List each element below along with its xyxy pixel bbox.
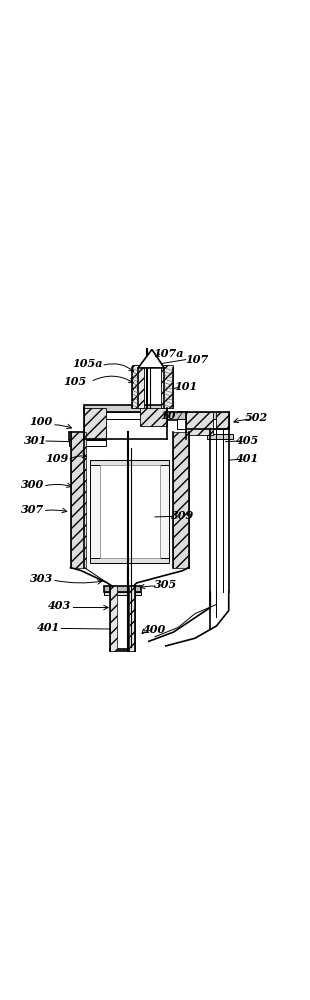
- FancyArrowPatch shape: [234, 418, 249, 423]
- Text: 107a: 107a: [153, 348, 184, 359]
- FancyArrowPatch shape: [46, 483, 71, 487]
- Bar: [84, 405, 167, 412]
- Text: 301: 301: [24, 435, 47, 446]
- Bar: [91, 558, 169, 563]
- FancyArrowPatch shape: [70, 453, 87, 459]
- Text: 105: 105: [64, 376, 87, 387]
- Text: 300: 300: [20, 479, 44, 490]
- Text: 502: 502: [245, 412, 268, 423]
- Bar: [91, 460, 100, 561]
- Text: 105a: 105a: [72, 358, 103, 369]
- Bar: [161, 365, 173, 408]
- Text: 100: 100: [30, 416, 53, 427]
- Bar: [84, 408, 106, 439]
- Bar: [110, 586, 117, 651]
- Bar: [110, 649, 135, 651]
- Text: 107: 107: [185, 354, 208, 365]
- Bar: [104, 586, 141, 592]
- FancyArrowPatch shape: [104, 364, 134, 371]
- Bar: [129, 586, 135, 651]
- Bar: [91, 460, 169, 465]
- FancyArrowPatch shape: [142, 629, 147, 634]
- Text: 101: 101: [174, 381, 197, 392]
- FancyArrowPatch shape: [55, 580, 102, 584]
- Bar: [176, 419, 226, 429]
- Bar: [216, 412, 229, 428]
- Text: 405: 405: [236, 435, 259, 446]
- Bar: [100, 465, 160, 558]
- FancyArrowPatch shape: [93, 376, 133, 383]
- Bar: [132, 365, 144, 408]
- Bar: [160, 460, 169, 561]
- Bar: [207, 434, 233, 439]
- Bar: [186, 412, 213, 435]
- Text: 403: 403: [48, 600, 71, 611]
- FancyArrowPatch shape: [46, 508, 67, 513]
- Bar: [104, 592, 141, 595]
- Text: 307: 307: [20, 504, 44, 515]
- Text: 309: 309: [171, 510, 194, 521]
- Text: 305: 305: [154, 579, 177, 590]
- Bar: [70, 432, 86, 568]
- Text: 303: 303: [30, 573, 53, 584]
- Text: 400: 400: [143, 624, 167, 635]
- FancyArrowPatch shape: [55, 424, 72, 429]
- Bar: [69, 432, 106, 440]
- Text: 107: 107: [160, 410, 184, 421]
- FancyArrowPatch shape: [73, 605, 108, 610]
- Bar: [140, 408, 167, 426]
- Text: 109: 109: [45, 453, 68, 464]
- Bar: [173, 432, 189, 568]
- Text: 401: 401: [236, 453, 259, 464]
- FancyArrowPatch shape: [140, 584, 155, 589]
- Bar: [94, 412, 158, 419]
- Bar: [69, 440, 106, 446]
- Text: 401: 401: [38, 622, 61, 633]
- Bar: [167, 412, 229, 420]
- Polygon shape: [138, 349, 164, 368]
